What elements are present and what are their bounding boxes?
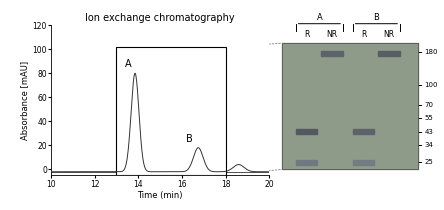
X-axis label: Time (min): Time (min) — [137, 191, 183, 200]
Text: 70: 70 — [424, 102, 433, 108]
Text: 180: 180 — [424, 49, 438, 55]
Bar — [296, 130, 317, 134]
Bar — [116, 47, 226, 175]
Text: A: A — [317, 13, 322, 22]
Bar — [321, 51, 343, 56]
Bar — [282, 43, 418, 169]
Bar — [296, 160, 317, 165]
Text: A: A — [125, 59, 132, 69]
Bar — [353, 160, 374, 165]
Bar — [378, 51, 400, 56]
Text: R: R — [304, 30, 309, 39]
Text: B: B — [373, 13, 379, 22]
Text: NR: NR — [327, 30, 338, 39]
Text: 25: 25 — [424, 159, 433, 165]
Text: 34: 34 — [424, 142, 433, 148]
Text: 100: 100 — [424, 82, 438, 88]
Text: 55: 55 — [424, 115, 433, 121]
Text: B: B — [186, 134, 193, 144]
Text: R: R — [361, 30, 366, 39]
Title: Ion exchange chromatography: Ion exchange chromatography — [85, 13, 235, 23]
Y-axis label: Absorbance [mAU]: Absorbance [mAU] — [20, 61, 30, 140]
Bar — [353, 130, 374, 134]
Bar — [282, 43, 418, 169]
Text: 43: 43 — [424, 129, 433, 135]
Text: NR: NR — [384, 30, 395, 39]
